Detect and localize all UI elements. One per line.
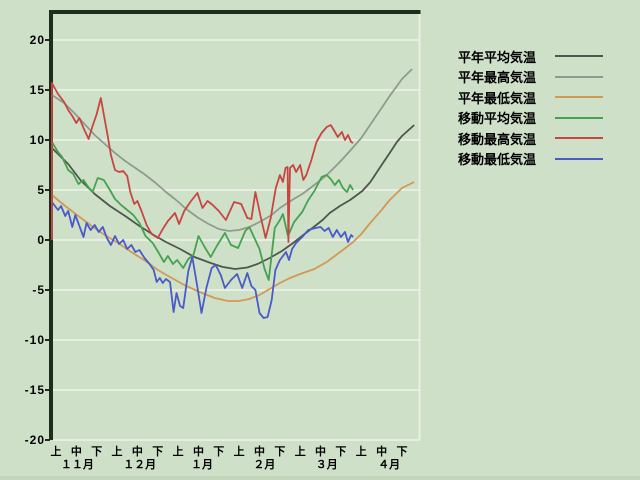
month-label-0: １１月 xyxy=(60,459,94,471)
legend-swatch-normal-min xyxy=(555,96,603,99)
x-tick-label-0-0: 上 xyxy=(50,446,62,458)
chart-legend: 平年平均気温 平年最高気温 平年最低気温 移動平均気温 移動最高気温 移動最低気温 xyxy=(458,46,603,169)
legend-item-normal-avg: 平年平均気温 xyxy=(458,46,603,67)
series-line-normal-avg xyxy=(51,124,415,270)
x-tick-label-2-0: 上 xyxy=(172,446,184,458)
y-tick-label-5: 5 xyxy=(37,183,45,197)
x-tick-label-5-2: 下 xyxy=(396,446,408,458)
x-tick-label-0-2: 下 xyxy=(91,446,103,458)
month-label-5: ４月 xyxy=(378,459,401,471)
x-tick-label-4-1: 中 xyxy=(315,446,327,458)
x-tick-label-5-1: 中 xyxy=(376,446,388,458)
y-tick-label-10: 10 xyxy=(29,133,45,147)
legend-label-moving-max: 移動最高気温 xyxy=(458,131,537,147)
x-tick-label-4-2: 下 xyxy=(335,446,347,458)
legend-swatch-normal-max xyxy=(555,75,603,78)
x-tick-label-5-0: 上 xyxy=(355,446,367,458)
x-tick-label-0-1: 中 xyxy=(70,446,82,458)
month-label-1: １２月 xyxy=(123,459,157,471)
legend-label-moving-avg: 移動平均気温 xyxy=(458,111,537,127)
legend-label-normal-max: 平年最高気温 xyxy=(458,70,537,86)
x-tick-label-1-0: 上 xyxy=(111,446,123,458)
series-line-moving-max xyxy=(51,82,354,243)
x-tick-label-3-1: 中 xyxy=(254,446,265,458)
legend-swatch-moving-avg xyxy=(555,116,603,119)
legend-item-moving-min: 移動最低気温 xyxy=(458,149,603,170)
month-label-2: １月 xyxy=(191,459,214,471)
window-bottom-edge xyxy=(0,476,640,480)
y-tick-label-15: 15 xyxy=(29,83,45,97)
series-line-moving-min xyxy=(51,201,354,319)
x-tick-label-4-0: 上 xyxy=(294,446,306,458)
x-tick-label-2-2: 下 xyxy=(213,446,225,458)
legend-label-normal-avg: 平年平均気温 xyxy=(458,49,537,65)
y-tick-label--10: -10 xyxy=(24,333,45,347)
legend-label-normal-min: 平年最低気温 xyxy=(458,90,537,106)
month-label-3: ２月 xyxy=(253,459,276,471)
legend-item-moving-max: 移動最高気温 xyxy=(458,128,603,149)
month-label-4: ３月 xyxy=(315,459,338,471)
x-tick-label-1-1: 中 xyxy=(131,446,143,458)
legend-label-moving-min: 移動最低気温 xyxy=(458,152,537,168)
x-tick-label-3-0: 上 xyxy=(233,446,245,458)
series-line-normal-min xyxy=(51,181,415,302)
y-tick-label-20: 20 xyxy=(29,33,45,47)
x-tick-label-2-1: 中 xyxy=(192,446,204,458)
legend-swatch-moving-max xyxy=(555,137,603,140)
y-tick-label--5: -5 xyxy=(32,283,45,297)
legend-swatch-normal-avg xyxy=(555,55,603,58)
series-line-moving-avg xyxy=(51,141,354,281)
y-tick-label--15: -15 xyxy=(24,383,45,397)
y-tick-label--20: -20 xyxy=(24,433,45,447)
series-line-normal-max xyxy=(51,68,413,232)
x-tick-label-3-2: 下 xyxy=(274,446,286,458)
legend-item-normal-min: 平年最低気温 xyxy=(458,87,603,108)
legend-item-normal-max: 平年最高気温 xyxy=(458,67,603,88)
legend-item-moving-avg: 移動平均気温 xyxy=(458,108,603,129)
x-tick-label-1-2: 下 xyxy=(152,446,164,458)
legend-swatch-moving-min xyxy=(555,157,603,160)
y-tick-label-0: 0 xyxy=(37,233,45,247)
